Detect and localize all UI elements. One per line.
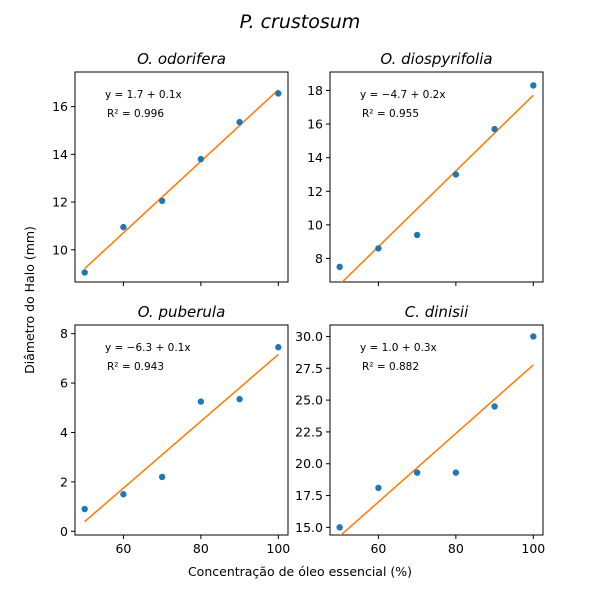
y-tick-label: 14: [307, 150, 323, 165]
data-point: [81, 269, 88, 276]
fit-equation: y = 1.7 + 0.1x: [105, 89, 182, 101]
x-tick-label: 80: [448, 541, 464, 556]
x-tick-label: 80: [193, 541, 209, 556]
r-squared: R² = 0.943: [107, 361, 164, 373]
data-point: [413, 469, 421, 476]
y-tick-label: 17.5: [295, 488, 323, 503]
data-point: [452, 171, 460, 178]
data-point: [275, 90, 282, 97]
subplot-2: O. diospyrifolia 8 10 12 14 16 18 y = −4.7 + 0.…: [307, 50, 544, 286]
y-axis-label: Diâmetro do Halo (mm): [22, 226, 37, 374]
r-squared: R² = 0.955: [362, 108, 419, 120]
fit-equation: y = −6.3 + 0.1x: [105, 342, 191, 354]
axes-frame: [329, 324, 544, 536]
data-point: [375, 245, 382, 252]
data-point: [491, 125, 498, 133]
axes-frame: [74, 324, 289, 536]
y-tick-label: 8: [60, 326, 68, 341]
fit-equation: y = −4.7 + 0.2x: [360, 89, 446, 101]
data-point: [236, 395, 243, 403]
data-point: [120, 491, 127, 498]
y-tick-label: 10: [307, 217, 323, 232]
y-tick-label: 10: [52, 242, 68, 257]
data-point: [375, 484, 382, 492]
data-point: [197, 155, 205, 163]
y-tick-label: 12: [307, 184, 323, 199]
subplot-1: O. odorifera 10 12 14 16 y = 1.7 + 0.1x R² = 0…: [52, 50, 289, 286]
data-point: [452, 469, 460, 476]
subplot-grid: O. odorifera 10 12 14 16 y = 1.7 + 0.1x R² = 0…: [52, 50, 545, 556]
figure-suptitle: P. crustosum: [240, 11, 361, 33]
y-tick-label: 2: [60, 474, 68, 489]
y-tick-label: 30.0: [295, 329, 323, 344]
data-point: [275, 344, 282, 351]
subplot-title: O. diospyrifolia: [380, 50, 492, 68]
data-point: [413, 231, 421, 239]
data-point: [158, 473, 166, 481]
y-tick-label: 14: [52, 147, 68, 162]
x-tick-label: 100: [266, 541, 290, 556]
y-tick-label: 6: [60, 376, 68, 391]
fit-line: [339, 364, 534, 535]
subplot-3: O. puberula 60 80 100 0 2 4 6 8 y = −6.3 + 0.1x R²…: [60, 303, 290, 556]
r-squared: R² = 0.882: [362, 361, 419, 373]
data-point: [336, 524, 343, 531]
fit-equation: y = 1.0 + 0.3x: [360, 342, 437, 354]
subplot-title: C. dinisii: [405, 303, 469, 321]
y-tick-label: 22.5: [295, 424, 323, 439]
y-tick-label: 4: [60, 425, 68, 440]
x-tick-label: 60: [370, 541, 386, 556]
x-tick-label: 100: [521, 541, 545, 556]
data-point: [530, 82, 537, 89]
axes-frame: [74, 71, 289, 283]
fit-line: [341, 94, 534, 282]
fit-line: [84, 89, 279, 270]
data-point: [236, 118, 243, 126]
axes-frame: [329, 71, 544, 283]
y-tick-label: 15.0: [295, 520, 323, 535]
y-tick-label: 12: [52, 195, 68, 210]
y-tick-label: 8: [315, 251, 323, 266]
r-squared: R² = 0.996: [107, 108, 164, 120]
y-tick-label: 20.0: [295, 456, 323, 471]
subplot-title: O. odorifera: [137, 50, 226, 68]
y-tick-label: 27.5: [295, 361, 323, 376]
x-tick-label: 60: [115, 541, 131, 556]
data-point: [530, 333, 537, 340]
subplot-title: O. puberula: [138, 303, 226, 321]
y-tick-label: 25.0: [295, 393, 323, 408]
y-tick-label: 16: [52, 99, 68, 114]
data-point: [491, 403, 498, 410]
fit-line: [84, 353, 279, 523]
y-tick-label: 16: [307, 117, 323, 132]
y-tick-label: 0: [60, 524, 68, 539]
y-tick-label: 18: [307, 83, 323, 98]
data-point: [336, 263, 343, 271]
x-axis-label: Concentração de óleo essencial (%): [188, 564, 412, 579]
subplot-4: C. dinisii 60 80 100 15.0 17.5 20.0 22.5 25.0 27.…: [295, 303, 545, 556]
data-point: [120, 223, 127, 231]
data-point: [197, 398, 205, 405]
data-point: [158, 197, 166, 205]
data-point: [81, 505, 88, 513]
